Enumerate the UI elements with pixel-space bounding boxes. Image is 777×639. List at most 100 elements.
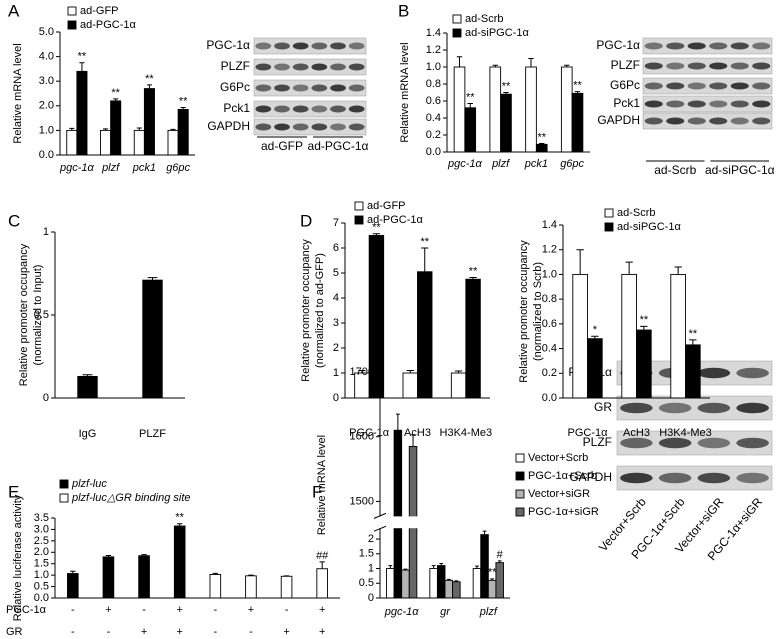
blot-row-label: PLZF — [611, 58, 640, 72]
x-tick-label: H3K4-Me3 — [659, 427, 712, 439]
blot-band — [311, 105, 328, 113]
y-tick-label: 7 — [333, 217, 339, 229]
y-tick-label: 0.5 — [34, 309, 49, 321]
error-bar — [475, 565, 479, 569]
blot-band — [620, 472, 653, 484]
condition-value: - — [107, 626, 111, 638]
y-axis-label: Relative mRNA level — [12, 43, 24, 143]
blot-band — [752, 117, 771, 125]
blot-band — [658, 402, 692, 414]
blot-band — [348, 63, 365, 71]
x-tick-label: pck1 — [524, 158, 548, 170]
y-tick-label: 0.4 — [542, 342, 557, 354]
blot-row-label: GAPDH — [569, 470, 612, 484]
panel-letter: C — [8, 211, 20, 230]
significance-label: ** — [640, 314, 649, 326]
y-tick-label: 4 — [333, 292, 339, 304]
bar — [245, 575, 257, 599]
x-tick-label: pgc-1α — [59, 162, 95, 174]
legend-swatch — [604, 208, 614, 218]
y-axis-label: (normalized to Input) — [32, 265, 44, 366]
condition-value: + — [248, 604, 254, 616]
blot-band — [730, 117, 749, 125]
blot-band — [348, 84, 365, 92]
blot-band — [687, 100, 706, 108]
blot-band — [330, 63, 346, 71]
blot-strip — [642, 37, 773, 55]
y-tick-label: 1700 — [350, 366, 374, 378]
y-tick-label: 0.0 — [426, 146, 441, 158]
bar — [670, 273, 686, 399]
x-tick-label: pgc-1α — [384, 606, 420, 618]
bar — [452, 581, 461, 599]
error-bar — [503, 92, 509, 95]
error-bar — [403, 568, 408, 570]
condition-value: - — [71, 626, 75, 638]
y-tick-label: 1 — [368, 562, 374, 574]
error-bar — [82, 374, 93, 377]
condition-value: + — [319, 626, 325, 638]
bar — [393, 429, 403, 599]
legend-label: plzf-luc — [71, 478, 107, 490]
error-bar — [372, 233, 381, 236]
significance-label: ** — [466, 91, 475, 103]
legend-swatch — [515, 489, 525, 499]
condition-value: + — [176, 626, 182, 638]
blot-row-label: Pck1 — [613, 96, 640, 110]
error-bar — [640, 325, 648, 331]
y-tick-label: 3.0 — [39, 75, 54, 87]
blot-band — [330, 42, 346, 50]
y-tick-label: 5 — [333, 267, 339, 279]
y-tick-label: 3 — [333, 317, 339, 329]
blot-row-label: G6Pc — [220, 80, 250, 94]
group-label: ad-siPGC-1α — [705, 163, 775, 177]
bar — [444, 579, 454, 599]
condition-value: + — [105, 604, 111, 616]
blot-band — [666, 62, 685, 70]
x-tick-label: PGC-1α — [568, 427, 609, 439]
y-tick-label: 1600 — [350, 431, 374, 443]
bar — [429, 568, 438, 599]
significance-label: ** — [573, 80, 582, 92]
bar — [401, 569, 410, 599]
legend-swatch — [59, 493, 69, 503]
bar — [143, 88, 155, 156]
significance-label: ** — [488, 567, 497, 579]
y-tick-label: 1.0 — [34, 569, 49, 581]
y-tick-label: 0.5 — [359, 577, 374, 589]
blot-band — [666, 117, 685, 125]
blot-strip — [253, 58, 367, 76]
bar — [177, 109, 189, 156]
error-bar — [456, 56, 463, 67]
legend-swatch — [515, 471, 525, 481]
group-label: ad-PGC-1α — [308, 139, 369, 153]
bar — [453, 66, 466, 153]
legend-label: PGC-1α+siGR — [528, 506, 599, 518]
blot-band — [292, 84, 309, 92]
legend-label: ad-GFP — [80, 5, 119, 17]
y-tick-label: 1.2 — [542, 244, 557, 256]
bar — [142, 279, 163, 399]
error-bar — [180, 107, 186, 110]
y-tick-label: 0 — [333, 392, 339, 404]
bar — [472, 568, 482, 599]
y-tick-label: 0 — [368, 592, 374, 604]
blot-strip — [253, 118, 367, 136]
blot-band — [736, 437, 769, 449]
significance-label: ** — [145, 73, 154, 85]
significance-label: ** — [537, 131, 546, 143]
group-label: ad-GFP — [261, 139, 303, 153]
error-bar — [141, 554, 147, 556]
significance-label: ** — [78, 51, 87, 63]
legend-swatch — [354, 215, 364, 225]
error-bar — [70, 570, 76, 574]
blot-band — [348, 123, 365, 131]
bar — [495, 562, 504, 599]
bar — [100, 129, 112, 156]
x-tick-label: plzf — [479, 606, 498, 618]
x-tick-label: PLZF — [139, 428, 166, 440]
error-bar — [146, 84, 152, 89]
significance-label: # — [497, 549, 504, 561]
bar — [572, 273, 588, 399]
blot-band — [330, 123, 346, 131]
